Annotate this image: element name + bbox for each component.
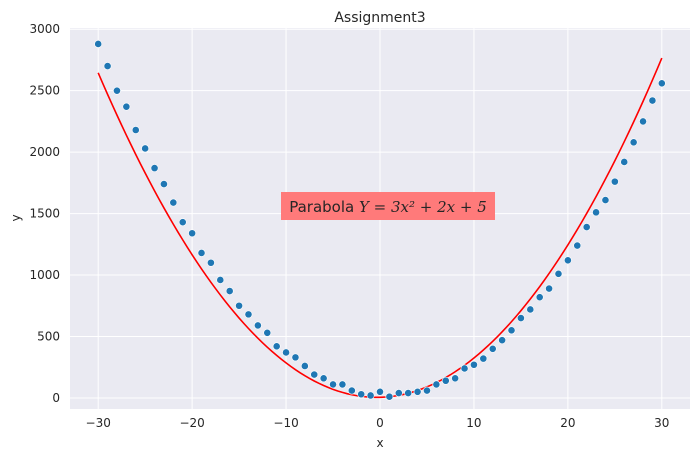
scatter-point: [423, 386, 431, 395]
scatter-point: [216, 276, 225, 284]
scatter-point: [498, 336, 507, 345]
scatter-point: [235, 301, 243, 310]
annotation-text: Parabola Y = 3x² + 2x + 5: [289, 198, 487, 216]
y-tick-label: 0: [52, 391, 60, 405]
scatter-point: [404, 389, 413, 397]
scatter-point: [160, 180, 168, 188]
scatter-point: [507, 326, 516, 335]
scatter-point: [385, 392, 394, 401]
x-tick-label: 10: [466, 416, 481, 430]
scatter-point: [460, 364, 469, 373]
scatter-point: [657, 79, 666, 88]
y-axis-label: y: [9, 214, 23, 221]
scatter-point: [291, 353, 300, 362]
scatter-point: [639, 117, 647, 126]
y-tick-label: 1000: [29, 268, 60, 282]
scatter-point: [582, 223, 591, 232]
scatter-point: [479, 354, 488, 363]
annotation-box: Parabola Y = 3x² + 2x + 5: [281, 192, 495, 220]
scatter-point: [563, 256, 572, 265]
annotation-formula: Y = 3x² + 2x + 5: [359, 198, 487, 216]
y-tick-label: 2500: [29, 84, 60, 98]
y-tick-label: 500: [37, 329, 60, 343]
annotation-background: [281, 192, 495, 220]
scatter-point: [282, 348, 290, 357]
scatter-point: [366, 391, 375, 400]
y-tick-labels: 0 500 1000 1500 2000 2500 3000: [29, 22, 60, 405]
x-tick-label: −30: [86, 416, 111, 430]
scatter-point: [376, 387, 384, 396]
scatter-points: [94, 40, 666, 401]
scatter-point: [470, 360, 478, 369]
x-tick-label: 30: [654, 416, 669, 430]
x-tick-label: −20: [179, 416, 204, 430]
scatter-point: [150, 164, 159, 173]
scatter-point: [394, 389, 403, 397]
scatter-point: [141, 144, 150, 153]
scatter-point: [300, 362, 309, 370]
scatter-point: [573, 241, 582, 250]
y-tick-label: 2000: [29, 145, 60, 159]
fit-curve-layer: [97, 57, 663, 399]
scatter-point: [178, 218, 187, 227]
scatter-point: [94, 40, 103, 48]
annotation-prefix: Parabola: [289, 198, 359, 216]
scatter-point: [347, 386, 356, 395]
scatter-point: [592, 208, 600, 217]
scatter-point: [253, 321, 262, 330]
scatter-point: [319, 374, 328, 383]
scatter-point: [310, 370, 319, 379]
scatter-point: [207, 258, 215, 267]
scatter-point: [244, 310, 253, 319]
scatter-point: [169, 198, 178, 207]
scatter-point: [197, 249, 206, 257]
scatter-point: [103, 62, 112, 70]
x-tick-labels: −30 −20 −10 0 10 20 30: [86, 416, 670, 430]
x-tick-label: 0: [376, 416, 384, 430]
scatter-point: [122, 102, 131, 111]
scatter-point: [272, 342, 281, 351]
scatter-point: [451, 374, 460, 383]
scatter-point: [329, 380, 337, 389]
scatter-point: [263, 328, 272, 337]
scatter-point: [338, 380, 347, 389]
scatter-point: [131, 126, 140, 134]
scatter-point: [225, 287, 234, 295]
parabola-fit-line: [97, 57, 663, 399]
scatter-point: [545, 284, 553, 293]
scatter-point: [629, 138, 638, 147]
scatter-point: [488, 344, 497, 353]
scatter-point: [620, 158, 629, 166]
scatter-point: [517, 314, 525, 322]
scatter-point: [601, 196, 610, 204]
y-tick-label: 1500: [29, 207, 60, 221]
scatter-point: [413, 387, 422, 396]
scatter-point: [610, 177, 619, 186]
scatter-point: [526, 305, 535, 314]
scatter-point: [432, 380, 441, 389]
scatter-point: [535, 293, 544, 302]
y-tick-label: 3000: [29, 22, 60, 36]
scatter-point: [554, 269, 563, 278]
scatter-point: [113, 86, 121, 95]
x-tick-label: −10: [273, 416, 298, 430]
x-axis-label: x: [376, 436, 383, 450]
scatter-point: [441, 376, 450, 385]
x-tick-label: 20: [560, 416, 575, 430]
chart-title: Assignment3: [334, 10, 425, 26]
scatter-point: [648, 96, 657, 105]
scatter-point: [357, 390, 366, 399]
scatter-point: [188, 229, 197, 238]
